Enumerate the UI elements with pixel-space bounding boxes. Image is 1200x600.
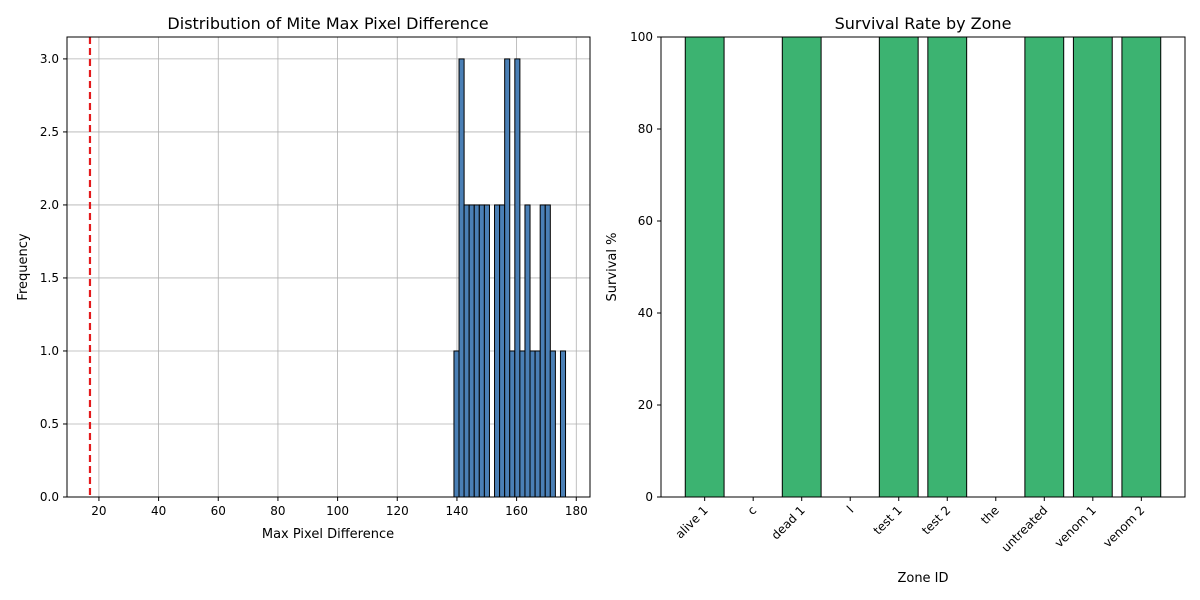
survival-bar-7 [1024,36,1065,498]
histogram-bar-1 [458,58,465,498]
histogram-y-tick-label-2: 1.0 [40,344,59,358]
histogram-x-tick-label-2: 60 [211,504,226,518]
histogram-bar-3 [468,204,475,498]
histogram-bar-6 [483,204,490,498]
histogram-x-tick-label-7: 160 [505,504,528,518]
histogram-x-tick-label-5: 120 [386,504,409,518]
survival-y-tick-label-2: 40 [638,306,653,320]
histogram-bar-9 [499,204,506,498]
histogram-y-ticks: 0.0 0.5 1.0 1.5 2.0 2.5 3.0 [40,52,67,504]
survival-y-tick-label-3: 60 [638,214,653,228]
histogram-bar-12 [514,58,521,498]
survival-title: Survival Rate by Zone [835,14,1012,33]
survival-bar-0 [684,36,725,498]
histogram-x-tick-label-6: 140 [445,504,468,518]
histogram-y-tick-label-3: 1.5 [40,271,59,285]
survival-bars [684,36,1162,498]
histogram-plot-frame [66,36,591,498]
survival-y-tick-label-5: 100 [630,30,653,44]
histogram-bar-8 [494,204,501,498]
survival-bar-5 [927,36,968,498]
histogram-x-tick-label-0: 20 [91,504,106,518]
histogram-x-tick-label-4: 100 [326,504,349,518]
survival-bar-2 [781,36,822,498]
survival-y-ticks: 0 20 40 60 80 100 [630,30,661,504]
histogram-bar-17 [539,204,546,498]
histogram-x-tick-label-8: 180 [565,504,588,518]
histogram-bar-14 [524,204,531,498]
histogram-x-tick-label-1: 40 [151,504,166,518]
survival-y-tick-label-0: 0 [645,490,653,504]
histogram-y-tick-label-5: 2.5 [40,125,59,139]
histogram-x-axis-label: Max Pixel Difference [262,527,394,542]
survival-bar-9 [1121,36,1162,498]
histogram-y-tick-label-6: 3.0 [40,52,59,66]
histogram-y-tick-label-1: 0.5 [40,417,59,431]
histogram-bar-18 [544,204,551,498]
histogram-bar-13 [519,350,526,498]
histogram-y-axis-label: Frequency [16,233,31,300]
survival-bar-8 [1072,36,1113,498]
survival-plot-frame [660,36,1186,498]
histogram-y-tick-label-4: 2.0 [40,198,59,212]
survival-y-tick-label-1: 20 [638,398,653,412]
histogram-bar-4 [473,204,480,498]
histogram-bar-0 [453,350,460,498]
histogram-bar-16 [534,350,541,498]
survival-x-axis-label: Zone ID [897,571,948,586]
histogram-bars [453,58,567,498]
histogram-x-ticks: 20 40 60 80 100 120 140 160 180 [91,497,588,518]
histogram-bar-5 [478,204,485,498]
histogram-x-tick-label-3: 80 [270,504,285,518]
histogram-title: Distribution of Mite Max Pixel Differenc… [167,14,488,33]
histogram-bar-2 [463,204,470,498]
histogram-bar-19 [549,350,556,498]
histogram-bar-15 [529,350,536,498]
histogram-bar-10 [504,58,511,498]
histogram-bar-11 [509,350,516,498]
histogram-bar-21 [559,350,567,498]
survival-y-axis-label: Survival % [605,233,620,302]
histogram-chart: Distribution of Mite Max Pixel Differenc… [16,14,591,542]
histogram-y-tick-label-0: 0.0 [40,490,59,504]
survival-y-tick-label-4: 80 [638,122,653,136]
survival-bar-4 [878,36,919,498]
